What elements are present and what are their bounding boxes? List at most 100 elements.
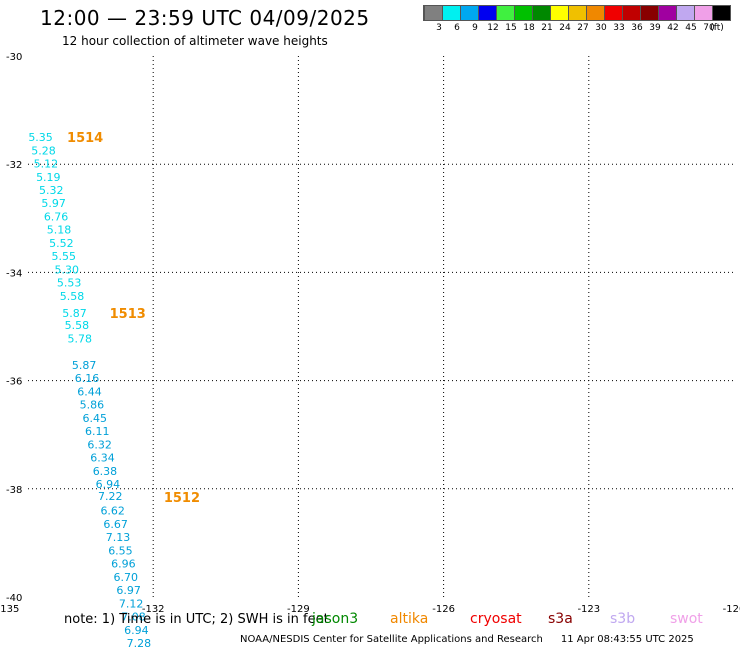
legend-labels: 3 6 9 12 15 18 21 24 27 30 33 36 39 42 45 70 (ft) bbox=[423, 21, 731, 35]
longitude-tick-label: -126 bbox=[432, 604, 455, 615]
wave-height-value: 6.55 bbox=[108, 544, 133, 557]
wave-height-value: 5.86 bbox=[80, 398, 105, 411]
legend-swatch bbox=[676, 6, 694, 20]
satellite-label: altika bbox=[390, 611, 429, 627]
legend-label: 33 bbox=[613, 23, 625, 33]
wave-height-value: 6.97 bbox=[116, 584, 141, 597]
wave-height-value: 5.87 bbox=[72, 359, 97, 372]
footer-timestamp: 11 Apr 08:43:55 UTC 2025 bbox=[560, 634, 694, 645]
satellite-label: cryosat bbox=[470, 611, 522, 627]
wave-height-value: 6.70 bbox=[114, 571, 138, 584]
legend-swatch bbox=[622, 6, 640, 20]
legend-unit: (ft) bbox=[710, 23, 724, 33]
footer-credit: NOAA/NESDIS Center for Satellite Applica… bbox=[240, 634, 543, 645]
legend-label: 9 bbox=[472, 23, 478, 33]
legend-swatch bbox=[586, 6, 604, 20]
pass-time-label: 1514 bbox=[67, 131, 103, 146]
latitude-tick-label: -30 bbox=[6, 52, 22, 63]
legend-swatch bbox=[496, 6, 514, 20]
wave-height-value: 5.58 bbox=[60, 290, 84, 303]
wave-height-value: 7.12 bbox=[119, 597, 144, 610]
legend-label: 42 bbox=[667, 23, 679, 33]
pass-time-label: 1513 bbox=[110, 307, 146, 322]
footer: NOAA/NESDIS Center for Satellite Applica… bbox=[240, 634, 694, 645]
wave-height-value: 6.38 bbox=[93, 465, 118, 478]
wave-height-value: 5.97 bbox=[41, 197, 65, 210]
wave-height-value: 5.58 bbox=[65, 319, 90, 332]
wave-height-value: 5.28 bbox=[31, 145, 56, 158]
wave-height-observations: 5.355.285.125.195.325.976.765.185.525.55… bbox=[28, 131, 151, 650]
latitude-tick-label: -34 bbox=[6, 268, 22, 279]
wave-height-value: 5.30 bbox=[54, 264, 79, 277]
wave-height-value: 7.08 bbox=[121, 610, 146, 623]
legend-label: 12 bbox=[487, 23, 499, 33]
wave-height-value: 5.32 bbox=[39, 184, 64, 197]
satellite-label: s3a bbox=[548, 611, 573, 627]
wave-height-value: 6.94 bbox=[124, 624, 149, 637]
legend-swatch bbox=[550, 6, 568, 20]
wave-height-value: 6.16 bbox=[75, 372, 100, 385]
map-grid bbox=[28, 56, 734, 597]
wave-height-value: 6.76 bbox=[44, 211, 69, 224]
legend-swatch bbox=[658, 6, 676, 20]
legend-swatch bbox=[424, 6, 442, 20]
latitude-tick-label: -32 bbox=[6, 160, 22, 171]
legend-swatch bbox=[604, 6, 622, 20]
legend-swatch bbox=[514, 6, 532, 20]
time-labels: 1514 1513 1512 bbox=[67, 131, 200, 506]
wave-height-value: 6.11 bbox=[85, 425, 110, 438]
pass-time-label: 1512 bbox=[164, 491, 200, 506]
map-title: 12:00 — 23:59 UTC 04/09/2025 bbox=[40, 6, 370, 30]
wave-height-value: 7.13 bbox=[106, 531, 131, 544]
latitude-tick-label: -38 bbox=[6, 485, 22, 496]
legend-swatch bbox=[460, 6, 478, 20]
wave-height-value: 6.67 bbox=[103, 518, 128, 531]
legend-label: 27 bbox=[577, 23, 589, 33]
wave-height-value: 7.28 bbox=[127, 637, 152, 650]
latitude-tick-label: -36 bbox=[6, 377, 22, 388]
legend-label: 70 bbox=[703, 23, 715, 33]
satellite-label: s3b bbox=[610, 611, 636, 627]
color-scale-legend: 3 6 9 12 15 18 21 24 27 30 33 36 39 42 45 70 (ft) bbox=[423, 5, 731, 35]
map-subtitle: 12 hour collection of altimeter wave hei… bbox=[62, 34, 328, 48]
longitude-tick-label: -120 bbox=[723, 604, 740, 615]
wave-height-value: 5.35 bbox=[28, 131, 53, 144]
longitude-tick-label: -135 bbox=[0, 604, 19, 615]
legend-swatch bbox=[442, 6, 460, 20]
wave-height-value: 6.45 bbox=[83, 412, 108, 425]
wave-height-value: 6.62 bbox=[100, 504, 125, 517]
wave-height-value: 5.19 bbox=[36, 171, 61, 184]
legend-label: 3 bbox=[436, 23, 442, 33]
wave-height-value: 5.18 bbox=[47, 224, 72, 237]
longitude-tick-label: -129 bbox=[287, 604, 310, 615]
legend-swatch bbox=[640, 6, 658, 20]
wave-height-value: 5.87 bbox=[62, 307, 87, 320]
satellite-label: jason3 bbox=[312, 611, 359, 627]
longitude-tick-label: -132 bbox=[142, 604, 165, 615]
legend-swatch bbox=[532, 6, 550, 20]
wave-height-value: 5.55 bbox=[52, 250, 76, 263]
satellite-label: swot bbox=[670, 611, 703, 627]
legend-label: 45 bbox=[685, 23, 697, 33]
legend-label: 21 bbox=[541, 23, 553, 33]
legend-label: 24 bbox=[559, 23, 571, 33]
legend-label: 36 bbox=[631, 23, 643, 33]
wave-height-value: 7.22 bbox=[98, 490, 123, 503]
longitude-tick-label: -123 bbox=[577, 604, 600, 615]
wave-height-value: 5.52 bbox=[49, 237, 74, 250]
legend-label: 18 bbox=[523, 23, 535, 33]
map-tick-labels: -135 -132 -129 -126 -123 -120 -30 -32 -34 -36 -38 -… bbox=[0, 52, 740, 615]
wave-height-value: 5.12 bbox=[34, 158, 59, 171]
wave-height-value: 6.94 bbox=[96, 478, 121, 491]
legend-label: 39 bbox=[649, 23, 661, 33]
legend-swatch bbox=[712, 6, 730, 20]
legend-swatch bbox=[568, 6, 586, 20]
wave-height-value: 6.96 bbox=[111, 557, 136, 570]
legend-swatches bbox=[423, 5, 731, 21]
latitude-tick-label: -40 bbox=[6, 593, 22, 604]
wave-height-value: 5.53 bbox=[57, 277, 82, 290]
wave-height-value: 6.34 bbox=[90, 451, 115, 464]
legend-label: 30 bbox=[595, 23, 607, 33]
note-text: note: 1) Time is in UTC; 2) SWH is in fe… bbox=[64, 612, 329, 627]
